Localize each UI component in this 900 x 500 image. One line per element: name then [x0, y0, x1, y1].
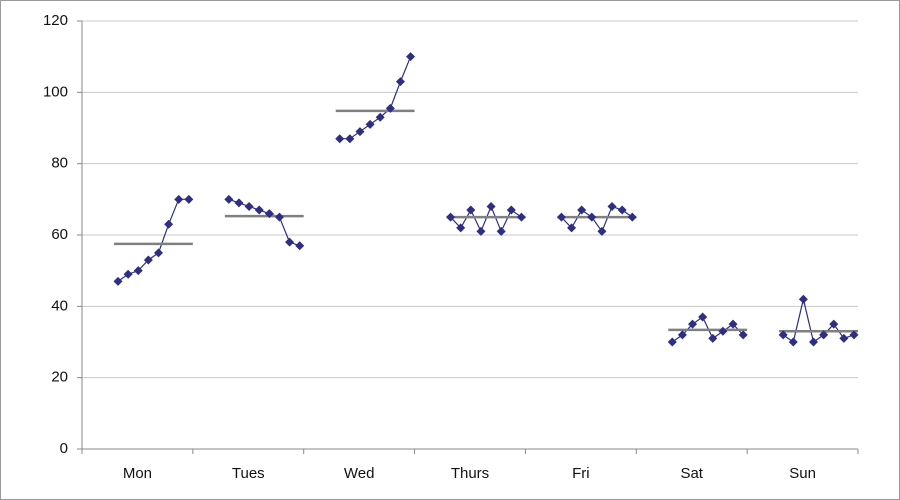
- data-point: [677, 330, 687, 340]
- data-point: [385, 103, 395, 113]
- data-point: [627, 212, 637, 222]
- data-point: [476, 226, 486, 236]
- y-tick-label: 0: [60, 440, 68, 457]
- data-point: [365, 119, 375, 129]
- data-point: [738, 330, 748, 340]
- data-point: [607, 201, 617, 211]
- cycle-line: [450, 204, 522, 233]
- y-tick-label: 20: [51, 369, 68, 386]
- x-tick-label: Tues: [232, 465, 265, 482]
- data-point: [395, 77, 405, 87]
- data-point: [295, 241, 305, 251]
- data-point: [355, 127, 365, 137]
- data-point: [446, 212, 456, 222]
- y-tick-label: 80: [51, 155, 68, 172]
- data-point: [285, 237, 295, 247]
- data-point: [466, 205, 476, 215]
- data-point: [577, 205, 587, 215]
- data-point: [264, 209, 274, 219]
- data-point: [728, 319, 738, 329]
- x-tick-label: Fri: [572, 465, 590, 482]
- y-tick-label: 100: [43, 83, 68, 100]
- data-point: [829, 319, 839, 329]
- data-point: [143, 255, 153, 265]
- data-point: [798, 294, 808, 304]
- y-tick-label: 60: [51, 226, 68, 243]
- data-point: [597, 226, 607, 236]
- x-tick-label: Wed: [344, 465, 375, 482]
- data-point: [849, 330, 859, 340]
- data-point: [819, 330, 829, 340]
- data-point: [234, 198, 244, 208]
- data-point: [345, 134, 355, 144]
- data-point: [506, 205, 516, 215]
- data-point: [839, 333, 849, 343]
- data-point: [516, 212, 526, 222]
- x-tick-label: Sun: [789, 465, 816, 482]
- data-point: [274, 212, 284, 222]
- data-point: [335, 134, 345, 144]
- data-point: [406, 52, 416, 62]
- data-point: [698, 312, 708, 322]
- data-point: [688, 319, 698, 329]
- data-point: [244, 201, 254, 211]
- data-point: [809, 337, 819, 347]
- data-point: [254, 205, 264, 215]
- data-point: [224, 194, 234, 204]
- data-point: [718, 326, 728, 336]
- data-point: [587, 212, 597, 222]
- data-point: [153, 248, 163, 258]
- data-point: [123, 269, 133, 279]
- data-point: [174, 194, 184, 204]
- data-point: [486, 201, 496, 211]
- data-point: [456, 223, 466, 233]
- y-tick-label: 120: [43, 12, 68, 29]
- data-point: [778, 330, 788, 340]
- data-point: [496, 226, 506, 236]
- data-point: [567, 223, 577, 233]
- data-point: [788, 337, 798, 347]
- data-point: [617, 205, 627, 215]
- x-tick-label: Thurs: [451, 465, 489, 482]
- data-point: [184, 194, 194, 204]
- x-tick-label: Sat: [680, 465, 703, 482]
- data-point: [133, 266, 143, 276]
- data-point: [708, 333, 718, 343]
- data-point: [556, 212, 566, 222]
- data-point: [164, 219, 174, 229]
- data-point: [113, 276, 123, 286]
- x-tick-label: Mon: [123, 465, 152, 482]
- data-point: [667, 337, 677, 347]
- data-point: [375, 112, 385, 122]
- y-tick-label: 40: [51, 297, 68, 314]
